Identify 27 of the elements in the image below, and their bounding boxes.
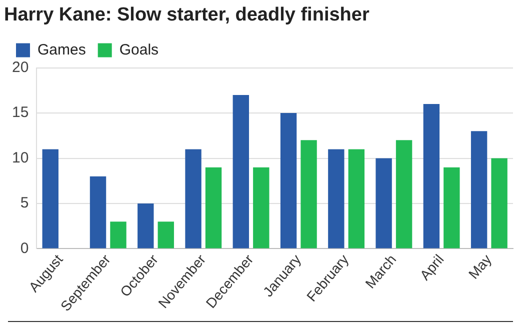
- bar: [491, 158, 508, 248]
- bar: [253, 167, 270, 248]
- bar: [205, 167, 222, 248]
- bar: [158, 222, 174, 248]
- y-tick-label: 0: [20, 240, 29, 257]
- bar: [185, 149, 202, 248]
- bar: [470, 131, 488, 248]
- chart-title: Harry Kane: Slow starter, deadly finisher: [4, 4, 370, 26]
- bar: [138, 204, 154, 248]
- bar: [396, 140, 412, 248]
- bar: [328, 149, 344, 248]
- bar: [110, 222, 126, 248]
- bar: [376, 158, 392, 248]
- legend-label: Games: [38, 41, 86, 58]
- bar: [444, 167, 460, 248]
- bar: [300, 140, 317, 248]
- bar: [42, 149, 58, 248]
- y-tick-label: 15: [12, 104, 29, 122]
- bar: [232, 94, 249, 248]
- legend-label: Goals: [119, 41, 159, 58]
- bar: [90, 176, 106, 248]
- y-tick-label: 10: [12, 149, 29, 166]
- y-tick-label: 20: [12, 58, 29, 76]
- bar: [348, 149, 365, 248]
- bar: [280, 113, 297, 248]
- y-tick-label: 5: [20, 194, 29, 212]
- bar: [423, 104, 440, 248]
